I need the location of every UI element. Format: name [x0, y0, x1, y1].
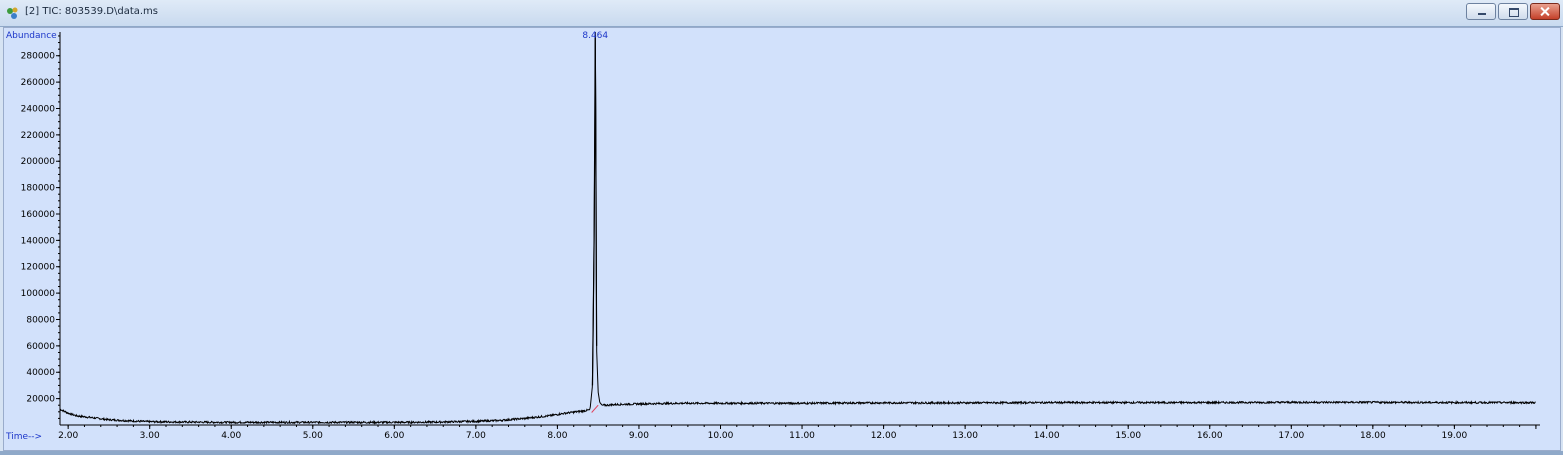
y-tick-label: 200000: [21, 157, 56, 167]
y-tick-label: 160000: [21, 210, 56, 220]
x-tick-label: 6.00: [384, 431, 404, 441]
x-tick-label: 7.00: [466, 431, 486, 441]
y-tick-label: 20000: [26, 395, 55, 405]
x-tick-label: 10.00: [708, 431, 734, 441]
x-tick-label: 12.00: [871, 431, 897, 441]
y-tick-label: 40000: [26, 368, 55, 378]
x-tick-label: 3.00: [140, 431, 160, 441]
window-title: [2] TIC: 803539.D\data.ms: [25, 6, 159, 17]
y-tick-label: 140000: [21, 236, 56, 246]
x-tick-label: 11.00: [789, 431, 815, 441]
x-axis-title: Time-->: [5, 432, 42, 442]
x-tick-label: 5.00: [303, 431, 323, 441]
y-tick-label: 100000: [21, 289, 56, 299]
chromatogram-app-icon: [7, 7, 18, 19]
peak-trace: [591, 31, 598, 386]
tic-trace: [59, 35, 1536, 425]
close-button[interactable]: [1530, 3, 1560, 20]
maximize-button[interactable]: [1498, 3, 1528, 20]
x-tick-label: 13.00: [952, 431, 978, 441]
x-tick-label: 14.00: [1034, 431, 1060, 441]
x-tick-label: 17.00: [1278, 431, 1304, 441]
x-tick-label: 2.00: [58, 431, 78, 441]
y-tick-label: 60000: [26, 342, 55, 352]
plot-area[interactable]: 20000 40000 60000 80000 100000 120000 140000 16…: [3, 27, 1561, 451]
peak-label: 8.464: [582, 31, 608, 41]
chromatogram-chart[interactable]: 20000 40000 60000 80000 100000 120000 140000 16…: [4, 28, 1560, 450]
minimize-button[interactable]: [1466, 3, 1496, 20]
y-tick-label: 120000: [21, 263, 56, 273]
x-tick-label: 18.00: [1360, 431, 1386, 441]
y-tick-label: 280000: [21, 52, 56, 62]
x-tick-label: 19.00: [1441, 431, 1467, 441]
x-tick-label: 9.00: [629, 431, 649, 441]
x-tick-label: 15.00: [1115, 431, 1141, 441]
status-strip: [0, 451, 1563, 455]
y-tick-label: 180000: [21, 184, 56, 194]
x-tick-label: 8.00: [547, 431, 567, 441]
title-bar[interactable]: [2] TIC: 803539.D\data.ms: [0, 0, 1563, 27]
y-axis-title: Abundance: [6, 31, 57, 41]
y-tick-label: 220000: [21, 131, 56, 141]
y-tick-label: 240000: [21, 104, 56, 114]
integration-baseline: [591, 404, 599, 413]
x-tick-label: 16.00: [1197, 431, 1223, 441]
y-tick-label: 260000: [21, 78, 56, 88]
x-tick-label: 4.00: [221, 431, 241, 441]
y-tick-label: 80000: [26, 315, 55, 325]
